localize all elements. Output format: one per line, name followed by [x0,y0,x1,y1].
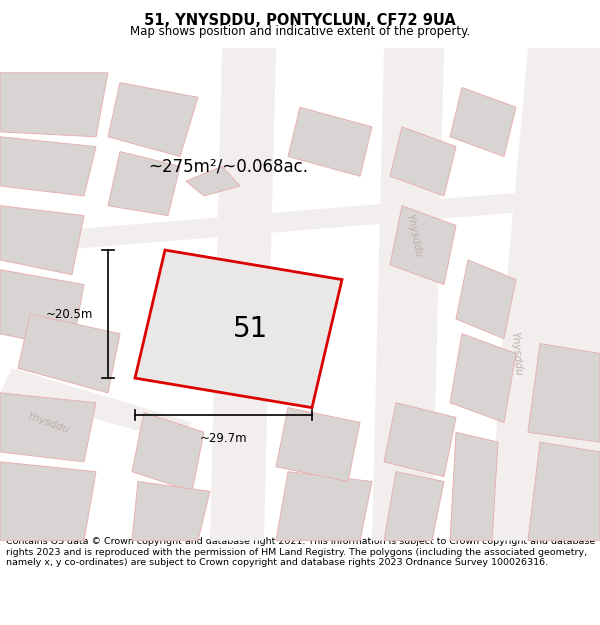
Polygon shape [186,166,240,196]
Text: Ynysddu: Ynysddu [509,331,523,376]
Polygon shape [135,250,342,408]
Polygon shape [288,107,372,176]
Text: ~20.5m: ~20.5m [46,308,93,321]
Polygon shape [132,481,210,541]
Polygon shape [528,442,600,541]
Polygon shape [390,206,456,284]
Text: ~275m²/~0.068ac.: ~275m²/~0.068ac. [148,158,308,176]
Polygon shape [0,72,108,137]
Polygon shape [0,393,96,462]
Text: 51, YNYSDDU, PONTYCLUN, CF72 9UA: 51, YNYSDDU, PONTYCLUN, CF72 9UA [144,14,456,29]
Polygon shape [108,151,180,216]
Polygon shape [0,186,600,255]
Polygon shape [492,48,600,541]
Polygon shape [0,462,96,541]
Polygon shape [456,260,516,339]
Polygon shape [18,314,120,393]
Text: 51: 51 [233,315,268,343]
Text: Ynysddu: Ynysddu [25,410,71,435]
Text: Map shows position and indicative extent of the property.: Map shows position and indicative extent… [130,26,470,39]
Text: ~29.7m: ~29.7m [200,432,247,445]
Polygon shape [210,48,276,541]
Text: Ynysddu: Ynysddu [404,213,424,258]
Polygon shape [450,88,516,156]
Polygon shape [384,402,456,477]
Polygon shape [390,127,456,196]
Polygon shape [450,334,516,422]
Polygon shape [132,412,204,491]
Polygon shape [0,368,192,442]
Polygon shape [276,408,360,481]
Polygon shape [372,48,444,541]
Polygon shape [0,270,84,349]
Polygon shape [528,344,600,442]
Polygon shape [0,137,96,196]
Polygon shape [276,472,372,541]
Text: Contains OS data © Crown copyright and database right 2021. This information is : Contains OS data © Crown copyright and d… [6,538,595,568]
Polygon shape [384,472,444,541]
Polygon shape [0,206,84,274]
Polygon shape [108,82,198,156]
Polygon shape [450,432,498,541]
